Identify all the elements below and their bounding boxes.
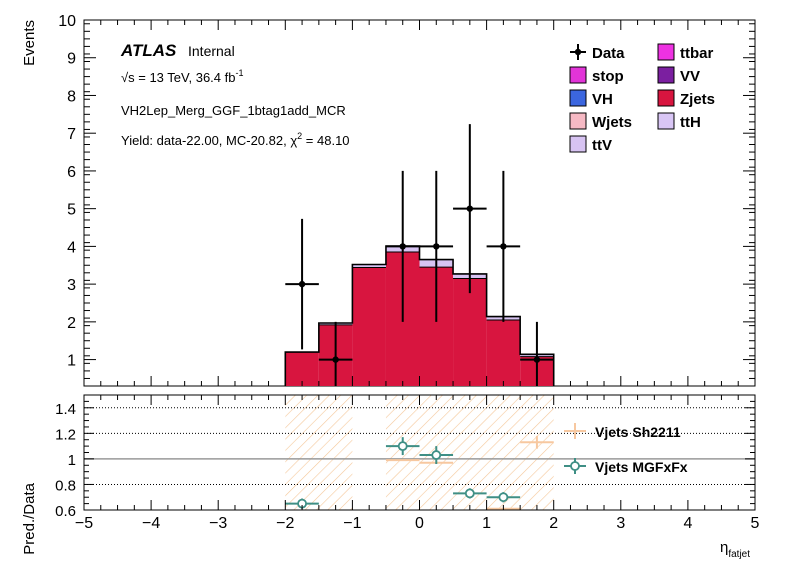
stack-bar-zjets [285,352,319,386]
legend-label: Data [592,45,625,62]
ratio-point-sh2211 [520,435,554,449]
stack-bar-zjets [486,319,521,386]
ratio-point-mgfxfx [486,492,521,503]
stack-outline [284,245,555,386]
atlas-status: Internal [188,43,235,59]
stack-bar-ttv [352,264,386,268]
stack-bar-zjets [352,267,386,386]
ratio-hatch-region [285,395,353,510]
energy-lumi-label: √s = 13 TeV, 36.4 fb-1 [121,68,244,85]
main-y-tick-label: 2 [67,315,76,332]
legend-label: Zjets [680,91,715,108]
ratio-reference-lines [84,407,755,485]
legend-item-wjets: Wjets [569,112,632,131]
main-y-tick-label: 1 [67,353,76,370]
legend-item-data: Data [570,44,625,62]
legend-label: ttV [592,137,612,154]
ratio-legend-label: Vjets Sh2211 [595,424,681,440]
main-y-tick-label: 10 [58,13,76,30]
atlas-label: ATLAS [120,41,177,60]
data-points [285,124,554,386]
main-y-tick-label: 5 [67,202,76,219]
main-y-tick-label: 7 [67,126,76,143]
x-tick-label: −1 [343,515,361,532]
main-y-axis: 1 2 3 4 5 6 7 8 9 10 [58,13,756,386]
main-y-tick-label: 3 [67,277,76,294]
legend-item-ttv: ttV [569,135,612,154]
data-point [520,321,554,386]
legend-label: stop [592,68,624,85]
ratio-y-axis-title: Pred./Data [21,482,38,554]
region-label: VH2Lep_Merg_GGF_1btag1add_MCR [121,103,346,118]
x-tick-label: 4 [683,515,692,532]
main-y-tick-label: 9 [67,51,76,68]
data-point [486,170,521,322]
legend: Data ttbar stop VV VH Zjets Wjets ttH ttV [569,43,715,154]
legend-item-ttbar: ttbar [657,43,713,62]
ratio-point-mgfxfx [385,437,420,456]
main-y-tick-label: 4 [67,239,76,256]
legend-label: VH [592,91,613,108]
x-tick-label: 3 [616,515,625,532]
x-tick-label: 5 [751,515,760,532]
legend-label: Wjets [592,114,632,131]
ratio-legend-mgfxfx: Vjets MGFxFx [564,458,688,475]
main-y-tick-label: 6 [67,164,76,181]
legend-label: ttH [680,114,701,131]
legend-label: ttbar [680,45,713,62]
yield-label: Yield: data-22.00, MC-20.82, χ2 = 48.10 [121,131,350,148]
x-tick-label: −4 [142,515,160,532]
ratio-uncertainty-band [285,395,554,510]
main-y-axis-title: Events [21,20,38,66]
ratio-legend: Vjets Sh2211 Vjets MGFxFx [564,423,688,475]
x-tick-label: 0 [415,515,424,532]
x-tick-label: −5 [75,515,93,532]
legend-item-vh: VH [569,89,613,108]
x-tick-label: 1 [482,515,491,532]
ratio-points [285,435,554,510]
main-y-tick-label: 8 [67,88,76,105]
x-tick-label: −2 [276,515,294,532]
legend-item-tth: ttH [657,112,701,131]
legend-item-stop: stop [569,66,624,85]
ratio-y-tick-label: 1 [68,452,76,469]
ratio-point-mgfxfx [419,446,454,464]
ratio-point-mgfxfx [453,488,487,499]
data-point [419,170,454,322]
x-axis-title: ηfatjet [720,539,750,560]
stack-bar-zjets [453,278,487,386]
ratio-legend-label: Vjets MGFxFx [595,459,688,475]
data-point [318,321,353,386]
ratio-axes: −5 −4 −3 −2 −1 0 1 2 3 4 5 0.6 0.8 1 1.2 1.4 [55,395,760,532]
x-tick-label: 2 [549,515,558,532]
ratio-y-tick-label: 0.8 [55,477,76,494]
ratio-y-tick-label: 1.2 [55,426,76,443]
legend-item-vv: VV [657,66,700,85]
ratio-legend-sh2211: Vjets Sh2211 [564,423,681,440]
ratio-y-tick-label: 0.6 [55,503,76,520]
data-point [385,170,420,322]
data-point [285,218,319,350]
stack-histogram [284,245,555,386]
ratio-y-tick-label: 1.4 [55,401,76,418]
x-tick-label: −3 [209,515,227,532]
data-point [453,124,487,294]
legend-item-zjets: Zjets [657,89,715,108]
legend-label: VV [680,68,700,85]
